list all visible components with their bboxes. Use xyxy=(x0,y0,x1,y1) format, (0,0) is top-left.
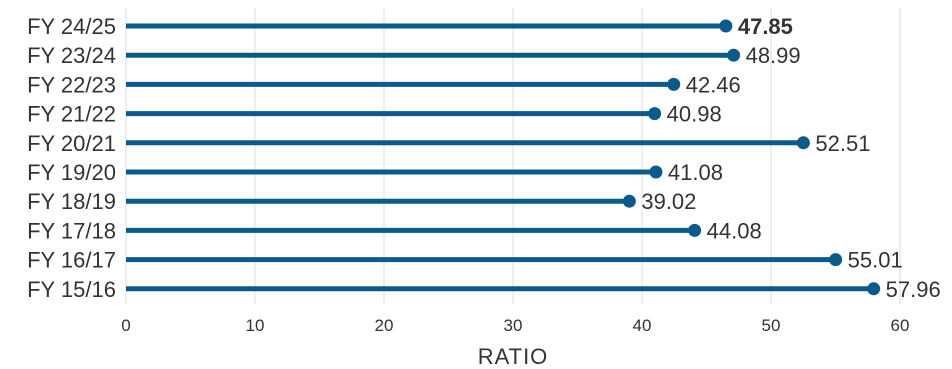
dot xyxy=(688,223,702,237)
category-label: FY 24/25 xyxy=(27,14,116,39)
dot xyxy=(829,253,843,267)
value-label: 42.46 xyxy=(686,72,741,97)
x-tick-label: 30 xyxy=(504,316,523,335)
category-label: FY 15/16 xyxy=(27,277,116,302)
dot xyxy=(727,48,741,62)
dot xyxy=(622,194,636,208)
value-label: 40.98 xyxy=(667,102,722,127)
x-tick-label: 50 xyxy=(762,316,781,335)
dots xyxy=(622,19,881,296)
value-label: 41.08 xyxy=(668,160,723,185)
value-label: 52.51 xyxy=(815,131,870,156)
category-label: FY 17/18 xyxy=(27,218,116,243)
dot xyxy=(867,282,881,296)
x-tick-label: 20 xyxy=(375,316,394,335)
dot xyxy=(648,107,662,121)
x-tick-label: 10 xyxy=(246,316,265,335)
value-label: 44.08 xyxy=(707,218,762,243)
x-tick-labels: 0 10 20 30 40 50 60 xyxy=(121,316,909,335)
category-label: FY 20/21 xyxy=(27,131,116,156)
dot xyxy=(719,19,733,33)
value-label: 48.99 xyxy=(746,43,801,68)
dot xyxy=(649,165,663,179)
x-tick-label: 60 xyxy=(891,316,910,335)
stems xyxy=(126,23,874,292)
category-label: FY 23/24 xyxy=(27,43,116,68)
value-label: 47.85 xyxy=(738,14,793,39)
value-label: 55.01 xyxy=(848,248,903,273)
x-tick-label: 0 xyxy=(121,316,130,335)
dot xyxy=(667,77,681,91)
value-label: 57.96 xyxy=(886,277,941,302)
dot xyxy=(796,136,810,150)
category-labels: FY 24/25 FY 23/24 FY 22/23 FY 21/22 FY 20/21… xyxy=(27,14,116,302)
category-label: FY 22/23 xyxy=(27,72,116,97)
category-label: FY 16/17 xyxy=(27,248,116,273)
category-label: FY 19/20 xyxy=(27,160,116,185)
category-label: FY 18/19 xyxy=(27,189,116,214)
category-label: FY 21/22 xyxy=(27,102,116,127)
x-tick-label: 40 xyxy=(633,316,652,335)
value-label: 39.02 xyxy=(641,189,696,214)
x-axis-title: RATIO xyxy=(478,344,549,369)
